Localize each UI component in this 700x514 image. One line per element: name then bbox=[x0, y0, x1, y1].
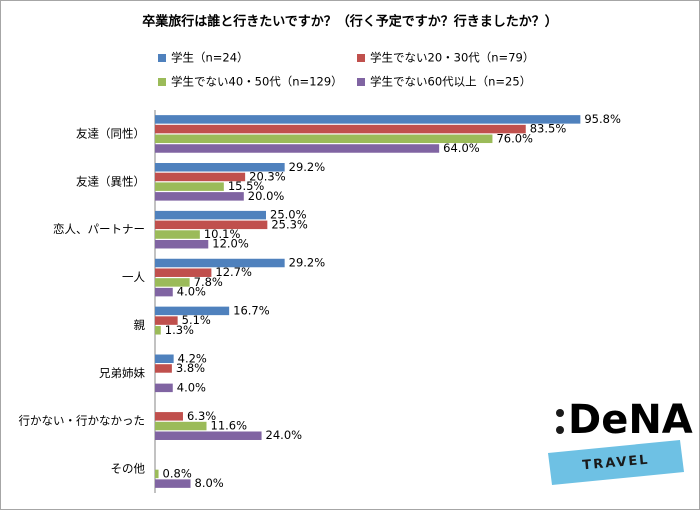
data-label: 29.2% bbox=[289, 160, 326, 174]
bar bbox=[155, 134, 493, 144]
data-label: 20.0% bbox=[248, 189, 285, 203]
bar bbox=[155, 287, 173, 297]
legend-label: 学生でない20・30代（n=79） bbox=[370, 51, 534, 65]
legend-label: 学生でない60代以上（n=25） bbox=[370, 75, 531, 89]
data-label: 12.7% bbox=[215, 265, 252, 279]
data-label: 11.6% bbox=[211, 419, 248, 433]
data-label: 76.0% bbox=[496, 131, 533, 145]
y-tick-label: 親 bbox=[134, 318, 146, 332]
bar bbox=[155, 115, 581, 124]
y-tick-label: 行かない・行かなかった bbox=[19, 414, 146, 428]
bar bbox=[155, 268, 212, 277]
bar bbox=[155, 144, 440, 153]
bar bbox=[155, 469, 159, 479]
data-label: 4.2% bbox=[178, 351, 207, 365]
data-label: 95.8% bbox=[584, 112, 621, 126]
bar bbox=[155, 163, 285, 172]
bar bbox=[155, 431, 262, 440]
data-label: 4.0% bbox=[177, 285, 206, 299]
logo-band bbox=[548, 440, 684, 485]
data-label: 64.0% bbox=[443, 141, 480, 155]
data-label: 8.0% bbox=[195, 476, 224, 490]
data-label: 16.7% bbox=[233, 303, 270, 317]
bar bbox=[155, 364, 172, 373]
bar bbox=[155, 220, 268, 230]
bar bbox=[155, 258, 285, 268]
bar bbox=[155, 326, 161, 335]
data-label: 10.1% bbox=[204, 227, 241, 241]
legend-swatch bbox=[357, 78, 365, 86]
logo-name: DeNA bbox=[568, 397, 693, 443]
bar bbox=[155, 479, 191, 488]
data-label: 1.3% bbox=[165, 323, 194, 337]
bar bbox=[155, 383, 173, 393]
legend-swatch bbox=[158, 54, 166, 62]
data-label: 15.5% bbox=[228, 179, 265, 193]
data-label: 4.0% bbox=[177, 380, 206, 394]
logo-dot bbox=[556, 409, 564, 417]
legend-label: 学生でない40・50代（n=129） bbox=[171, 75, 343, 89]
bar bbox=[155, 182, 224, 191]
bar bbox=[155, 316, 178, 325]
data-label: 7.8% bbox=[194, 275, 223, 289]
data-label: 83.5% bbox=[530, 122, 567, 136]
y-tick-label: その他 bbox=[111, 462, 146, 476]
y-tick-label: 兄弟姉妹 bbox=[99, 366, 145, 380]
legend-swatch bbox=[158, 78, 166, 86]
data-label: 20.3% bbox=[249, 169, 286, 183]
y-tick-label: 友達（異性） bbox=[76, 174, 145, 188]
data-label: 5.1% bbox=[182, 313, 211, 327]
bar bbox=[155, 354, 174, 364]
legend-label: 学生（n=24） bbox=[171, 51, 249, 65]
data-label: 25.3% bbox=[271, 217, 308, 231]
y-tick-label: 恋人、パートナー bbox=[53, 222, 145, 236]
bar bbox=[155, 278, 190, 287]
bar bbox=[155, 172, 246, 182]
legend-swatch bbox=[357, 54, 365, 62]
data-label: 25.0% bbox=[270, 208, 307, 222]
logo: DeNA TRAVEL bbox=[548, 397, 693, 485]
bar bbox=[155, 230, 200, 239]
y-tick-label: 一人 bbox=[122, 270, 145, 284]
y-tick-label: 友達（同性） bbox=[76, 126, 145, 140]
bar bbox=[155, 239, 209, 249]
bar bbox=[155, 306, 230, 316]
data-label: 6.3% bbox=[187, 409, 216, 423]
logo-dot bbox=[556, 426, 564, 434]
data-label: 3.8% bbox=[176, 361, 205, 375]
data-label: 24.0% bbox=[266, 428, 303, 442]
chart-title: 卒業旅行は誰と行きたいですか？（行く予定ですか？行きましたか？） bbox=[142, 14, 558, 30]
bar bbox=[155, 412, 183, 421]
data-label: 29.2% bbox=[289, 256, 326, 270]
bar bbox=[155, 192, 244, 201]
bar bbox=[155, 124, 526, 134]
bar bbox=[155, 421, 207, 431]
data-label: 12.0% bbox=[212, 237, 249, 251]
bar bbox=[155, 210, 266, 220]
data-label: 0.8% bbox=[163, 466, 192, 480]
logo-tagline: TRAVEL bbox=[582, 453, 650, 474]
